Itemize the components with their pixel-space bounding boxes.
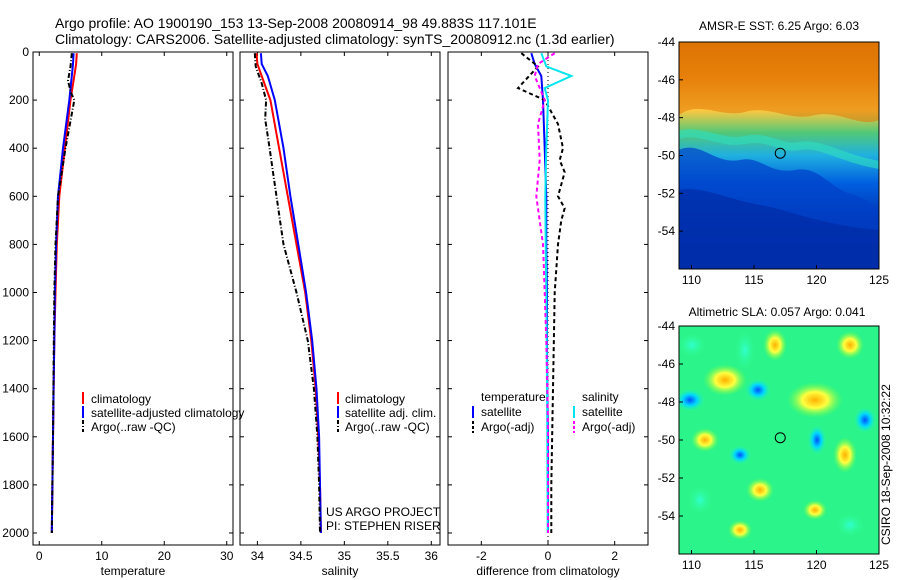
legend-label: satellite-adjusted climatology (91, 406, 244, 420)
series-line-satellite (540, 52, 574, 534)
plot-frame (32, 51, 234, 546)
x-tick-label: 2 (611, 549, 618, 563)
legend-label: Argo(..raw -QC) (91, 420, 176, 434)
sla-map-axes: 110 115 120 125 -44 -46 -48 -50 -52 -54 (658, 319, 890, 572)
y-tick-label: 800 (9, 237, 29, 251)
x-tick-label: 34 (251, 549, 265, 563)
y-tick-label: -48 (658, 111, 676, 125)
y-tick-label: 600 (9, 189, 29, 203)
y-tick-label: -50 (658, 149, 676, 163)
x-tick-label: 125 (869, 273, 889, 287)
x-tick-label: 115 (744, 558, 763, 572)
y-tick-label: 200 (9, 93, 29, 107)
x-tick-label: 30 (220, 549, 234, 563)
x-tick-label: 10 (95, 549, 109, 563)
sla-map-field (679, 326, 879, 554)
project-annotation: US ARGO PROJECT (326, 505, 441, 519)
x-tick-label: 110 (682, 558, 701, 572)
salinity-legend: climatology satellite adj. clim. Argo(..… (337, 392, 436, 434)
y-tick-label: 1800 (2, 478, 29, 492)
series-line-argo-raw-qc- (50, 53, 76, 534)
sst-map-title: AMSR-E SST: 6.25 Argo: 6.03 (699, 19, 859, 33)
series-line-argo-adj- (533, 52, 556, 533)
y-tick-label: 1200 (2, 334, 29, 348)
y-tick-label: -44 (658, 35, 676, 49)
x-tick-label: 35.5 (376, 549, 400, 563)
y-tick-label: 1400 (2, 382, 29, 396)
argo-location-marker (774, 432, 786, 444)
y-tick-label: -50 (658, 433, 676, 447)
figure-title-line2: Climatology: CARS2006. Satellite-adjuste… (55, 31, 615, 47)
salinity-profile-panel: 34 34.5 35 35.5 36 salinity (239, 51, 441, 578)
legend-label: climatology (345, 392, 405, 406)
series-line-argo-adj- (516, 52, 566, 533)
x-tick-label: 125 (869, 558, 889, 572)
temperature-profile-panel: 0 10 20 30 temperature 0 200 400 600 800 1000 1200 1… (2, 45, 233, 578)
y-tick-label: 1600 (2, 430, 29, 444)
x-axis-label: salinity (322, 564, 359, 578)
legend-group-title: temperature (481, 390, 546, 404)
x-tick-label: 110 (682, 273, 701, 287)
figure-title-line1: Argo profile: AO 1900190_153 13-Sep-2008… (55, 15, 537, 31)
series-line-satellite-adj-clim- (259, 53, 322, 534)
salinity-annotations: US ARGO PROJECT PI: STEPHEN RISER (326, 505, 441, 533)
x-tick-label: -2 (476, 549, 487, 563)
x-axis-label: difference from climatology (476, 564, 619, 578)
legend-label: Argo(-adj) (582, 420, 635, 434)
temperature-legend: climatology satellite-adjusted climatolo… (82, 392, 244, 434)
x-tick-label: 120 (806, 273, 826, 287)
y-tick-label: -46 (658, 73, 676, 87)
series-line-argo-raw-qc- (253, 53, 321, 534)
y-tick-label: 0 (22, 45, 29, 59)
x-axis-label: temperature (101, 564, 166, 578)
sst-map-field (679, 42, 879, 269)
y-tick-label: 1000 (2, 285, 29, 299)
legend-label: Argo(..raw -QC) (345, 420, 430, 434)
legend-label: satellite adj. clim. (345, 406, 436, 420)
y-tick-label: 2000 (2, 526, 29, 540)
y-tick-label: -48 (658, 395, 676, 409)
plot-frame (239, 51, 441, 546)
x-tick-label: 0 (545, 549, 552, 563)
x-tick-label: 35 (338, 549, 352, 563)
y-tick-label: -46 (658, 357, 676, 371)
y-tick-label: 400 (9, 141, 29, 155)
legend-group-title: salinity (582, 390, 619, 404)
y-tick-label: -52 (658, 186, 676, 200)
y-tick-label: -54 (658, 224, 676, 238)
sla-map-title: Altimetric SLA: 0.057 Argo: 0.041 (689, 305, 866, 319)
y-tick-label: -44 (658, 319, 676, 333)
legend-label: satellite (481, 405, 522, 419)
credit-timestamp: CSIRO 18-Sep-2008 10:32:22 (879, 384, 893, 545)
x-tick-label: 120 (806, 558, 826, 572)
legend-label: Argo(-adj) (481, 420, 534, 434)
x-tick-label: 115 (744, 273, 763, 287)
legend-label: satellite (582, 405, 623, 419)
x-tick-label: 36 (425, 549, 439, 563)
x-tick-label: 0 (36, 549, 43, 563)
x-tick-label: 34.5 (289, 549, 313, 563)
y-tick-label: -52 (658, 471, 676, 485)
y-tick-label: -54 (658, 509, 676, 523)
pi-annotation: PI: STEPHEN RISER (326, 519, 441, 533)
x-tick-label: 20 (158, 549, 172, 563)
legend-label: climatology (91, 392, 151, 406)
argo-location-marker (774, 147, 786, 159)
difference-legend: temperature satellite Argo(-adj) salinit… (472, 390, 635, 434)
sst-map-axes: 110 115 120 125 -44 -46 -48 -50 -52 -54 (658, 35, 890, 287)
